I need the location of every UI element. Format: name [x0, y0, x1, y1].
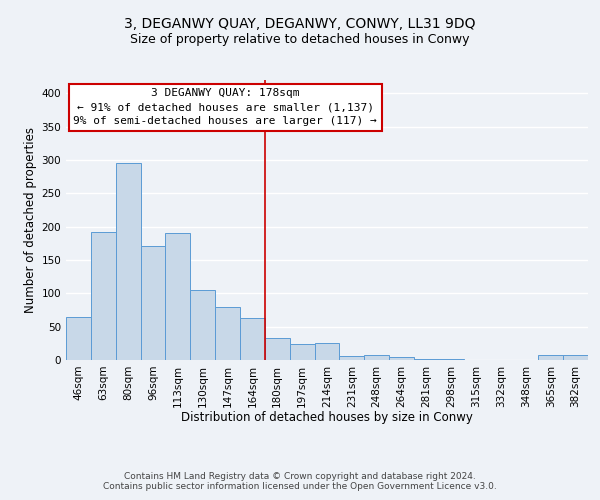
Text: 3 DEGANWY QUAY: 178sqm
← 91% of detached houses are smaller (1,137)
9% of semi-d: 3 DEGANWY QUAY: 178sqm ← 91% of detached… — [73, 88, 377, 126]
Bar — [116, 164, 140, 360]
Bar — [265, 338, 290, 360]
Bar — [314, 344, 340, 360]
Bar — [389, 356, 414, 360]
X-axis label: Distribution of detached houses by size in Conwy: Distribution of detached houses by size … — [181, 411, 473, 424]
Bar — [414, 358, 439, 360]
Bar — [215, 306, 240, 360]
Bar — [66, 316, 91, 360]
Text: Contains HM Land Registry data © Crown copyright and database right 2024.: Contains HM Land Registry data © Crown c… — [124, 472, 476, 481]
Y-axis label: Number of detached properties: Number of detached properties — [24, 127, 37, 313]
Text: 3, DEGANWY QUAY, DEGANWY, CONWY, LL31 9DQ: 3, DEGANWY QUAY, DEGANWY, CONWY, LL31 9D… — [124, 18, 476, 32]
Bar — [563, 354, 588, 360]
Text: Contains public sector information licensed under the Open Government Licence v3: Contains public sector information licen… — [103, 482, 497, 491]
Bar — [166, 234, 190, 360]
Bar — [538, 354, 563, 360]
Text: Size of property relative to detached houses in Conwy: Size of property relative to detached ho… — [130, 32, 470, 46]
Bar — [91, 232, 116, 360]
Bar — [240, 318, 265, 360]
Bar — [140, 246, 166, 360]
Bar — [364, 354, 389, 360]
Bar — [190, 290, 215, 360]
Bar — [340, 356, 364, 360]
Bar — [290, 344, 314, 360]
